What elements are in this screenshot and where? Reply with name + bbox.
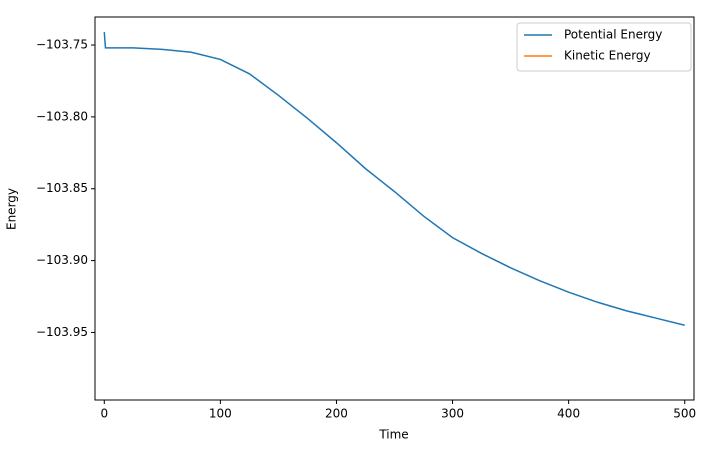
y-tick-label: −103.90: [36, 253, 88, 267]
legend-label: Potential Energy: [564, 28, 662, 42]
x-tick-label: 100: [209, 407, 232, 421]
line-series: [103, 32, 685, 326]
plot-frame: [94, 16, 695, 401]
y-axis-label: Energy: [5, 188, 19, 230]
legend: Potential Energy Kinetic Energy: [516, 22, 692, 72]
x-tick-label: 300: [441, 407, 464, 421]
x-axis-label: Time: [378, 428, 408, 442]
x-tick-label: 200: [325, 407, 348, 421]
legend-box: [516, 22, 692, 72]
y-tick-label: −103.85: [36, 181, 88, 195]
y-tick-label: −103.80: [36, 109, 88, 123]
x-tick-label: 400: [557, 407, 580, 421]
x-tick-label: 500: [673, 407, 696, 421]
legend-label: Kinetic Energy: [564, 49, 651, 63]
y-tick-label: −103.95: [36, 325, 88, 339]
y-tick-label: −103.75: [36, 38, 88, 52]
x-tick-label: 0: [100, 407, 108, 421]
